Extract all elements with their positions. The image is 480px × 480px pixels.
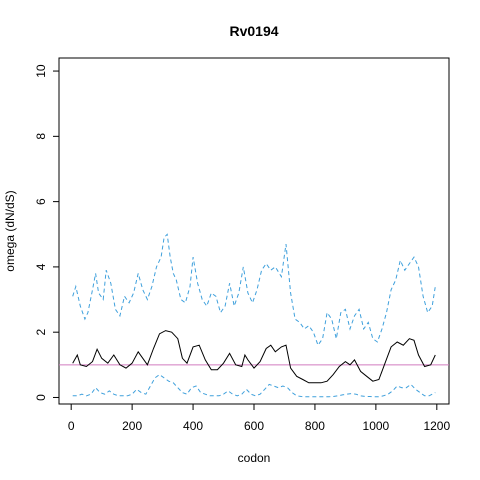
series-line-estimate bbox=[72, 330, 436, 384]
series-line-upper-bound bbox=[72, 233, 436, 347]
x-tick-label: 200 bbox=[122, 419, 142, 433]
x-tick-label: 600 bbox=[244, 419, 264, 433]
y-axis: 0 2 4 6 8 10 bbox=[34, 64, 60, 401]
chart-title: Rv0194 bbox=[229, 23, 278, 39]
x-tick-label: 800 bbox=[305, 419, 325, 433]
x-tick-label: 400 bbox=[183, 419, 203, 433]
x-axis: 0 200 400 600 800 1000 1200 bbox=[68, 403, 450, 433]
x-tick-label: 0 bbox=[68, 419, 75, 433]
y-tick-label: 0 bbox=[34, 394, 48, 401]
y-tick-label: 10 bbox=[34, 64, 48, 78]
series-line-lower-bound bbox=[72, 373, 436, 398]
x-axis-label: codon bbox=[238, 451, 271, 465]
y-tick-label: 8 bbox=[34, 133, 48, 140]
y-tick-label: 2 bbox=[34, 329, 48, 336]
y-tick-label: 6 bbox=[34, 198, 48, 205]
plot-frame bbox=[58, 57, 450, 405]
y-axis-label: omega (dN/dS) bbox=[3, 190, 17, 271]
series-group bbox=[72, 233, 436, 398]
y-tick-label: 4 bbox=[34, 263, 48, 270]
x-tick-label: 1000 bbox=[363, 419, 390, 433]
x-tick-label: 1200 bbox=[423, 419, 450, 433]
